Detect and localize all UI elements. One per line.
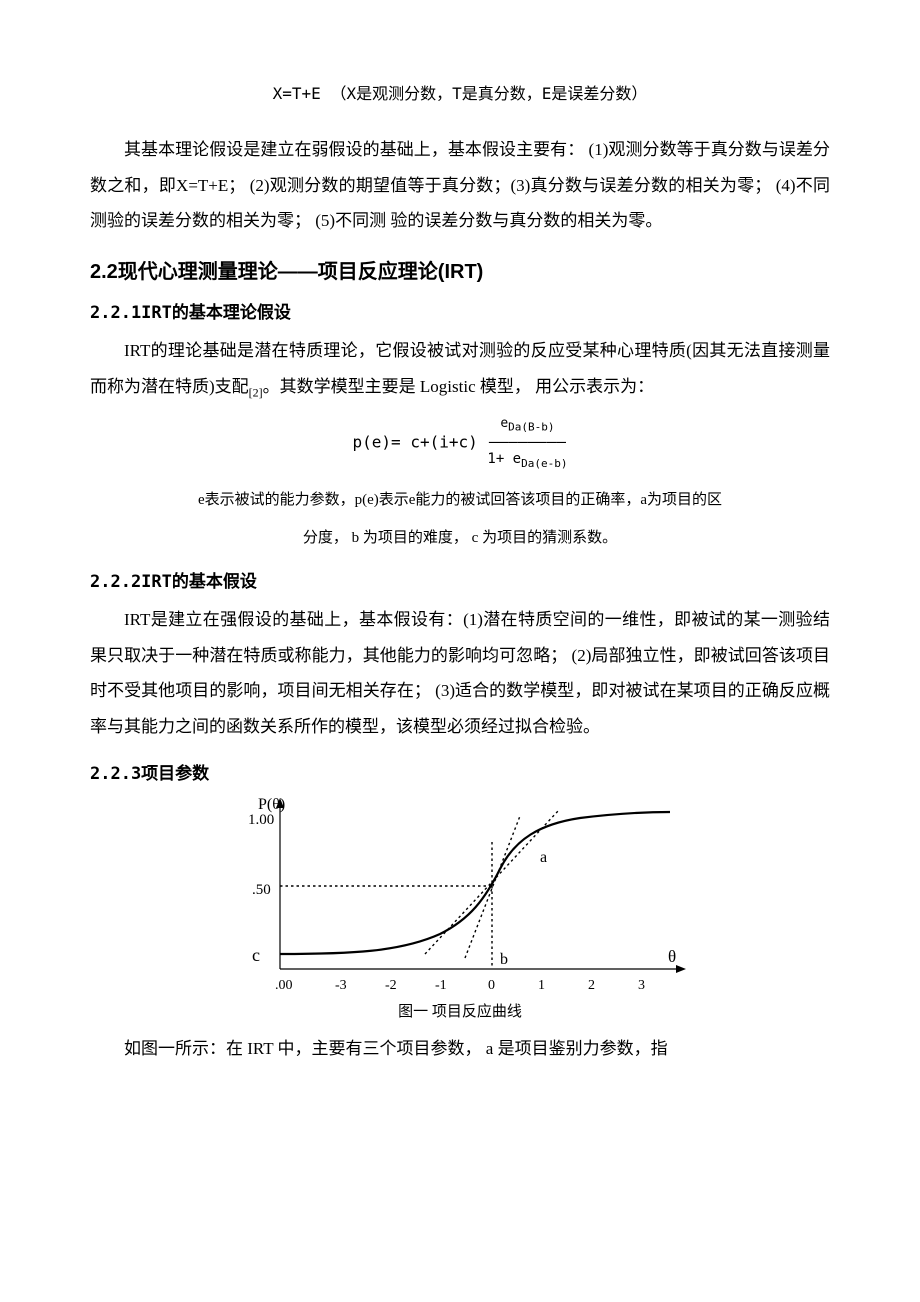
paragraph-ctt-assumptions: 其基本理论假设是建立在弱假设的基础上，基本假设主要有： (1)观测分数等于真分数… xyxy=(90,132,830,239)
formula-caption-line2: 分度， b 为项目的难度， c 为项目的猜测系数。 xyxy=(145,523,775,553)
xtick-1: 1 xyxy=(538,978,545,993)
c-label: c xyxy=(252,945,260,965)
ytick-1: 1.00 xyxy=(248,812,274,828)
formula-denominator: 1+ eDa(e-b) xyxy=(487,450,567,471)
xtick--3: -3 xyxy=(335,978,347,993)
irc-chart: P(θ) 1.00 .50 c a b θ .00 -3 -2 -1 0 1 2… xyxy=(220,794,700,1021)
formula-caption-line1: e表示被试的能力参数，p(e)表示e能力的被试回答该项目的正确率，a为项目的区 xyxy=(145,485,775,515)
heading-2-2: 2.2现代心理测量理论——项目反应理论(IRT) xyxy=(90,255,830,284)
paragraph-irt-assumptions: IRT是建立在强假设的基础上，基本假设有：(1)潜在特质空间的一维性，即被试的某… xyxy=(90,602,830,745)
theta-label: θ xyxy=(668,947,676,966)
a-label: a xyxy=(540,849,547,866)
xtick-2: 2 xyxy=(588,978,595,993)
logistic-curve xyxy=(280,812,670,954)
xtick--2: -2 xyxy=(385,978,397,993)
heading-2-2-2: 2.2.2IRT的基本假设 xyxy=(90,567,830,592)
heading-2-2-3: 2.2.3项目参数 xyxy=(90,759,830,784)
xtick-3: 3 xyxy=(638,978,645,993)
formula-logistic: p(e)= c+(i+c) eDa(B-b) ———————— 1+ eDa(e… xyxy=(90,415,830,471)
formula-vinculum: ———————— xyxy=(487,435,567,449)
paragraph-irt-basis: IRT的理论基础是潜在特质理论，它假设被试对测验的反应受某种心理特质(因其无法直… xyxy=(90,333,830,405)
xtick-00: .00 xyxy=(275,978,293,993)
chart-caption: 图一 项目反应曲线 xyxy=(220,1000,700,1021)
ytick-050: .50 xyxy=(252,882,271,898)
heading-2-2-1: 2.2.1IRT的基本理论假设 xyxy=(90,298,830,323)
paragraph-irt-basis-text: IRT的理论基础是潜在特质理论，它假设被试对测验的反应受某种心理特质(因其无法直… xyxy=(90,341,830,396)
formula-left: p(e)= c+(i+c) xyxy=(353,433,478,452)
b-label: b xyxy=(500,951,508,968)
formula-ctt: X=T+E （X是观测分数，T是真分数，E是误差分数） xyxy=(90,80,830,104)
paragraph-irc-explain: 如图一所示：在 IRT 中，主要有三个项目参数， a 是项目鉴别力参数，指 xyxy=(90,1031,830,1067)
xtick-0: 0 xyxy=(488,978,495,993)
xtick--1: -1 xyxy=(435,978,447,993)
y-axis-label: P(θ) xyxy=(258,796,285,813)
formula-fraction: eDa(B-b) ———————— 1+ eDa(e-b) xyxy=(487,415,567,471)
